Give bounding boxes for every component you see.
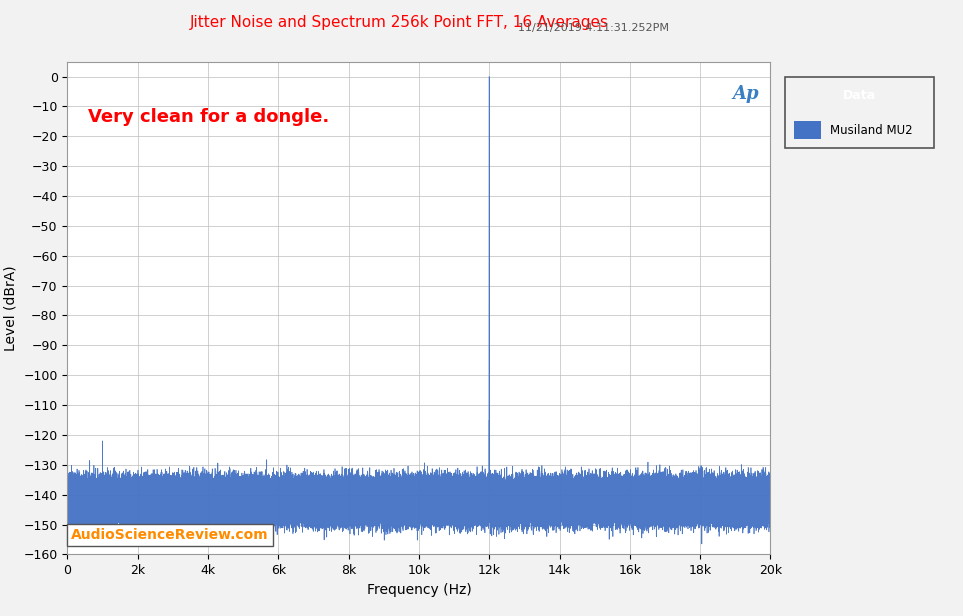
Text: Jitter Noise and Spectrum 256k Point FFT, 16 Averages: Jitter Noise and Spectrum 256k Point FFT… <box>190 15 610 30</box>
Text: Musiland MU2: Musiland MU2 <box>829 124 912 137</box>
Y-axis label: Level (dBrA): Level (dBrA) <box>4 265 17 351</box>
Text: Ap: Ap <box>733 84 759 103</box>
Text: AudioScienceReview.com: AudioScienceReview.com <box>71 528 269 542</box>
X-axis label: Frequency (Hz): Frequency (Hz) <box>367 583 471 597</box>
Text: Very clean for a dongle.: Very clean for a dongle. <box>89 108 329 126</box>
Text: 11/21/2019 4:11:31.252PM: 11/21/2019 4:11:31.252PM <box>518 23 669 33</box>
Text: Data: Data <box>843 89 876 102</box>
Bar <box>794 121 820 139</box>
